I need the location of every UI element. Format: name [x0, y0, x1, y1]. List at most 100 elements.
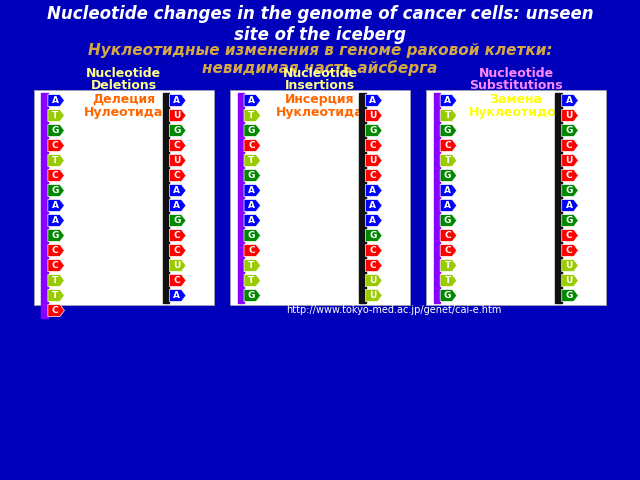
Polygon shape: [440, 275, 457, 287]
Text: C: C: [248, 141, 255, 150]
Polygon shape: [440, 169, 457, 181]
Polygon shape: [365, 140, 382, 152]
Polygon shape: [244, 140, 260, 152]
Bar: [237, 93, 244, 303]
Polygon shape: [170, 109, 186, 121]
Text: G: G: [444, 216, 451, 225]
Polygon shape: [562, 244, 579, 256]
Polygon shape: [365, 215, 382, 227]
Polygon shape: [440, 229, 457, 241]
Text: Nucleotide changes in the genome of cancer cells: unseen
site of the iceberg: Nucleotide changes in the genome of canc…: [47, 5, 593, 44]
Bar: [34, 90, 214, 305]
Text: T: T: [444, 111, 451, 120]
Text: G: G: [565, 291, 573, 300]
Polygon shape: [244, 155, 260, 167]
Text: G: G: [565, 216, 573, 225]
Text: C: C: [370, 246, 376, 255]
Polygon shape: [170, 169, 186, 181]
Text: G: G: [444, 126, 451, 135]
Text: T: T: [444, 156, 451, 165]
Text: T: T: [444, 261, 451, 270]
Polygon shape: [365, 244, 382, 256]
Text: A: A: [566, 201, 573, 210]
Text: A: A: [444, 96, 451, 105]
Polygon shape: [440, 109, 457, 121]
Text: C: C: [370, 141, 376, 150]
Polygon shape: [365, 260, 382, 272]
Text: Нуклеотидов: Нуклеотидов: [468, 106, 564, 119]
Text: G: G: [173, 126, 180, 135]
Polygon shape: [244, 200, 260, 212]
Text: U: U: [565, 111, 573, 120]
Text: T: T: [248, 156, 255, 165]
Text: T: T: [52, 276, 58, 285]
Polygon shape: [244, 229, 260, 241]
Text: G: G: [248, 126, 255, 135]
Polygon shape: [440, 155, 457, 167]
Polygon shape: [365, 275, 382, 287]
Polygon shape: [562, 124, 579, 136]
Polygon shape: [440, 184, 457, 196]
Polygon shape: [562, 109, 579, 121]
Polygon shape: [440, 260, 457, 272]
Polygon shape: [48, 289, 65, 301]
Text: A: A: [248, 201, 255, 210]
Text: T: T: [444, 276, 451, 285]
Polygon shape: [244, 215, 260, 227]
Polygon shape: [48, 124, 65, 136]
Text: U: U: [565, 261, 573, 270]
Text: U: U: [369, 291, 376, 300]
Polygon shape: [244, 275, 260, 287]
Polygon shape: [440, 95, 457, 107]
Polygon shape: [170, 215, 186, 227]
Text: C: C: [566, 141, 572, 150]
Polygon shape: [170, 95, 186, 107]
Polygon shape: [170, 140, 186, 152]
Text: A: A: [52, 216, 59, 225]
Polygon shape: [48, 184, 65, 196]
Polygon shape: [244, 124, 260, 136]
Text: G: G: [369, 231, 376, 240]
Text: C: C: [52, 306, 58, 315]
Text: http://www.tokyo-med.ac.jp/genet/cai-e.htm: http://www.tokyo-med.ac.jp/genet/cai-e.h…: [286, 305, 501, 315]
Text: C: C: [173, 231, 180, 240]
Polygon shape: [48, 260, 65, 272]
Polygon shape: [48, 200, 65, 212]
Polygon shape: [440, 124, 457, 136]
Polygon shape: [365, 124, 382, 136]
Text: G: G: [248, 171, 255, 180]
Polygon shape: [562, 200, 579, 212]
Text: C: C: [444, 141, 451, 150]
Polygon shape: [244, 289, 260, 301]
Text: C: C: [370, 261, 376, 270]
Text: G: G: [565, 126, 573, 135]
Polygon shape: [562, 169, 579, 181]
Text: G: G: [444, 291, 451, 300]
Polygon shape: [562, 95, 579, 107]
Text: G: G: [248, 231, 255, 240]
Polygon shape: [170, 289, 186, 301]
Polygon shape: [365, 169, 382, 181]
Text: A: A: [173, 291, 180, 300]
Text: Nucleotide: Nucleotide: [282, 67, 358, 80]
Polygon shape: [170, 184, 186, 196]
Polygon shape: [440, 289, 457, 301]
Text: U: U: [565, 156, 573, 165]
Polygon shape: [48, 109, 65, 121]
Text: U: U: [369, 111, 376, 120]
Text: C: C: [370, 171, 376, 180]
Text: Nucleotide: Nucleotide: [86, 67, 161, 80]
Text: C: C: [52, 141, 58, 150]
Text: A: A: [444, 186, 451, 195]
Polygon shape: [440, 244, 457, 256]
Polygon shape: [365, 109, 382, 121]
Text: C: C: [52, 171, 58, 180]
Text: Insertions: Insertions: [285, 79, 355, 92]
Polygon shape: [562, 140, 579, 152]
Text: A: A: [369, 216, 376, 225]
Text: Инсерция: Инсерция: [285, 93, 355, 106]
Text: G: G: [369, 126, 376, 135]
Text: A: A: [369, 201, 376, 210]
Polygon shape: [170, 260, 186, 272]
Text: T: T: [52, 111, 58, 120]
